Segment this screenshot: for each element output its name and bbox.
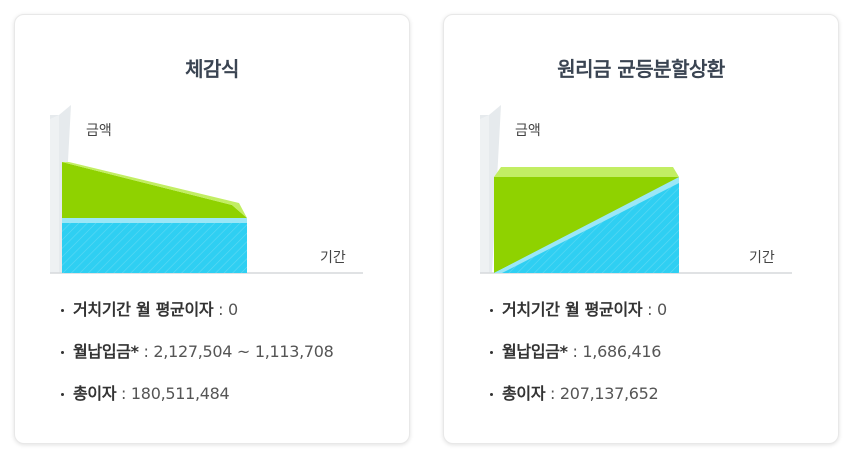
y-axis-label: 금액 xyxy=(515,123,541,139)
info-item-total-interest: 총이자 : 180,511,484 xyxy=(61,383,334,405)
info-item-grace-interest: 거치기간 월 평균이자 : 0 xyxy=(61,299,334,321)
principal-area-top-edge xyxy=(62,218,247,223)
chart-declining-balance: 금액 기간 xyxy=(15,15,409,315)
info-item-grace-interest: 거치기간 월 평균이자 : 0 xyxy=(490,299,667,321)
y-axis-bar-shade xyxy=(50,115,59,273)
interest-area-top xyxy=(494,167,679,177)
info-list: 거치기간 월 평균이자 : 0 월납입금* : 2,127,504 ~ 1,11… xyxy=(61,299,334,425)
chart-equal-installment: 금액 기간 xyxy=(444,15,838,315)
principal-area-hatch xyxy=(62,222,247,273)
card-declining-balance: 체감식 금액 기간 거치기간 월 평균이자 : 0 월납입금* : 2,127,… xyxy=(14,14,410,444)
x-axis-label: 기간 xyxy=(320,250,346,266)
info-item-total-interest: 총이자 : 207,137,652 xyxy=(490,383,667,405)
y-axis-bar-shade xyxy=(480,115,489,273)
interest-area xyxy=(62,162,247,218)
info-item-monthly-payment: 월납입금* : 2,127,504 ~ 1,113,708 xyxy=(61,341,334,363)
y-axis-label: 금액 xyxy=(86,123,112,139)
info-list: 거치기간 월 평균이자 : 0 월납입금* : 1,686,416 총이자 : … xyxy=(490,299,667,425)
card-equal-installment: 원리금 균등분할상환 금액 기간 거치기간 월 평균이자 : 0 월납입금* :… xyxy=(443,14,839,444)
info-item-monthly-payment: 월납입금* : 1,686,416 xyxy=(490,341,667,363)
x-axis-label: 기간 xyxy=(749,250,775,266)
